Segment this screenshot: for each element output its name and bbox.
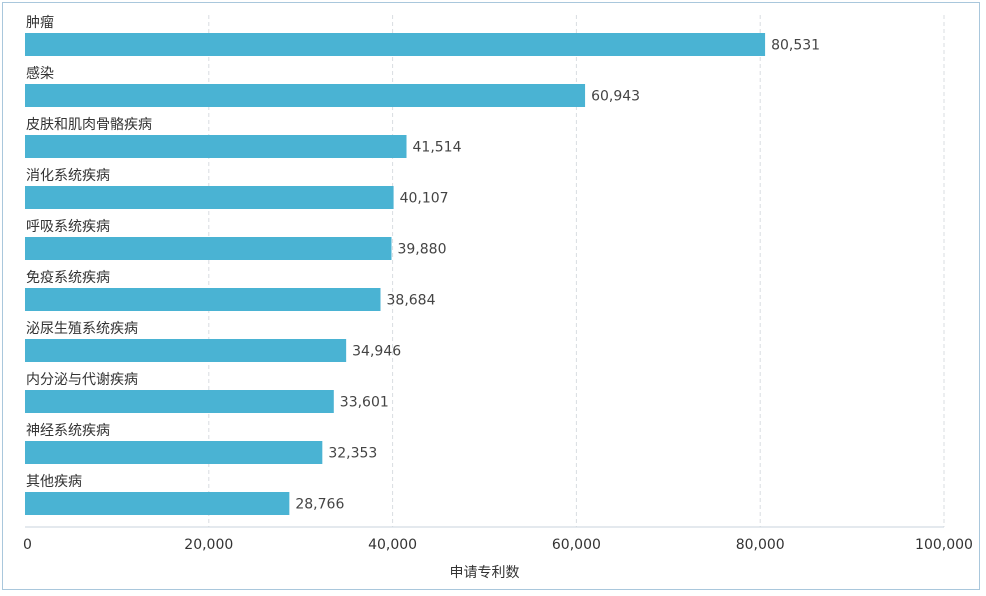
bars-group: [25, 33, 766, 515]
bar: [25, 492, 290, 515]
bar: [25, 237, 392, 260]
value-label: 80,531: [771, 38, 820, 54]
value-label: 60,943: [591, 89, 640, 105]
category-label: 泌尿生殖系统疾病: [26, 320, 138, 337]
x-tick-label: 20,000: [184, 537, 233, 553]
category-labels: 肿瘤感染皮肤和肌肉骨骼疾病消化系统疾病呼吸系统疾病免疫系统疾病泌尿生殖系统疾病内…: [26, 14, 152, 490]
value-label: 41,514: [413, 140, 462, 156]
x-tick-label: 80,000: [736, 537, 785, 553]
value-label: 28,766: [295, 497, 344, 513]
value-label: 33,601: [340, 395, 389, 411]
category-label: 内分泌与代谢疾病: [26, 372, 138, 388]
chart-frame: 肿瘤感染皮肤和肌肉骨骼疾病 消化系统疾病 呼吸系统疾病 免疫系统疾病泌尿生殖系统疾病内…: [2, 2, 980, 590]
category-label: 呼吸系统疾病: [26, 219, 110, 235]
value-label: 32,353: [328, 446, 377, 462]
value-label: 39,880: [397, 242, 446, 258]
value-labels: 80,531 60,943 41,514 40,107 39,880 38,684 34,9…: [295, 38, 820, 513]
x-tick-label: 0: [23, 537, 32, 553]
category-label: 其他疾病: [26, 474, 82, 490]
category-label: 肿瘤: [26, 14, 54, 31]
bar: [25, 339, 347, 362]
bar: [25, 288, 381, 311]
bar: [25, 33, 766, 56]
bar: [25, 390, 334, 413]
x-tick-label: 60,000: [552, 537, 601, 553]
value-label: 38,684: [387, 293, 436, 309]
category-label: 免疫系统疾病: [26, 270, 110, 286]
bar-chart: 肿瘤感染皮肤和肌肉骨骼疾病消化系统疾病呼吸系统疾病免疫系统疾病泌尿生殖系统疾病内…: [23, 14, 973, 581]
x-axis-title: 申请专利数: [450, 565, 520, 581]
value-label: 40,107: [400, 191, 449, 207]
value-label: 34,946: [352, 344, 401, 360]
bar: [25, 441, 323, 464]
category-label: 神经系统疾病: [26, 423, 110, 439]
x-tick-label: 100,000: [915, 537, 973, 553]
category-label: 感染: [26, 65, 54, 82]
x-tick-label: 40,000: [368, 537, 417, 553]
x-tick-labels: 0 20,000 40,000 60,000 80,000 100,000: [23, 537, 973, 553]
bar: [25, 186, 394, 209]
category-label: 皮肤和肌肉骨骼疾病: [26, 117, 152, 133]
category-label: 消化系统疾病: [26, 168, 110, 184]
bar: [25, 84, 586, 107]
bar: [25, 135, 407, 158]
